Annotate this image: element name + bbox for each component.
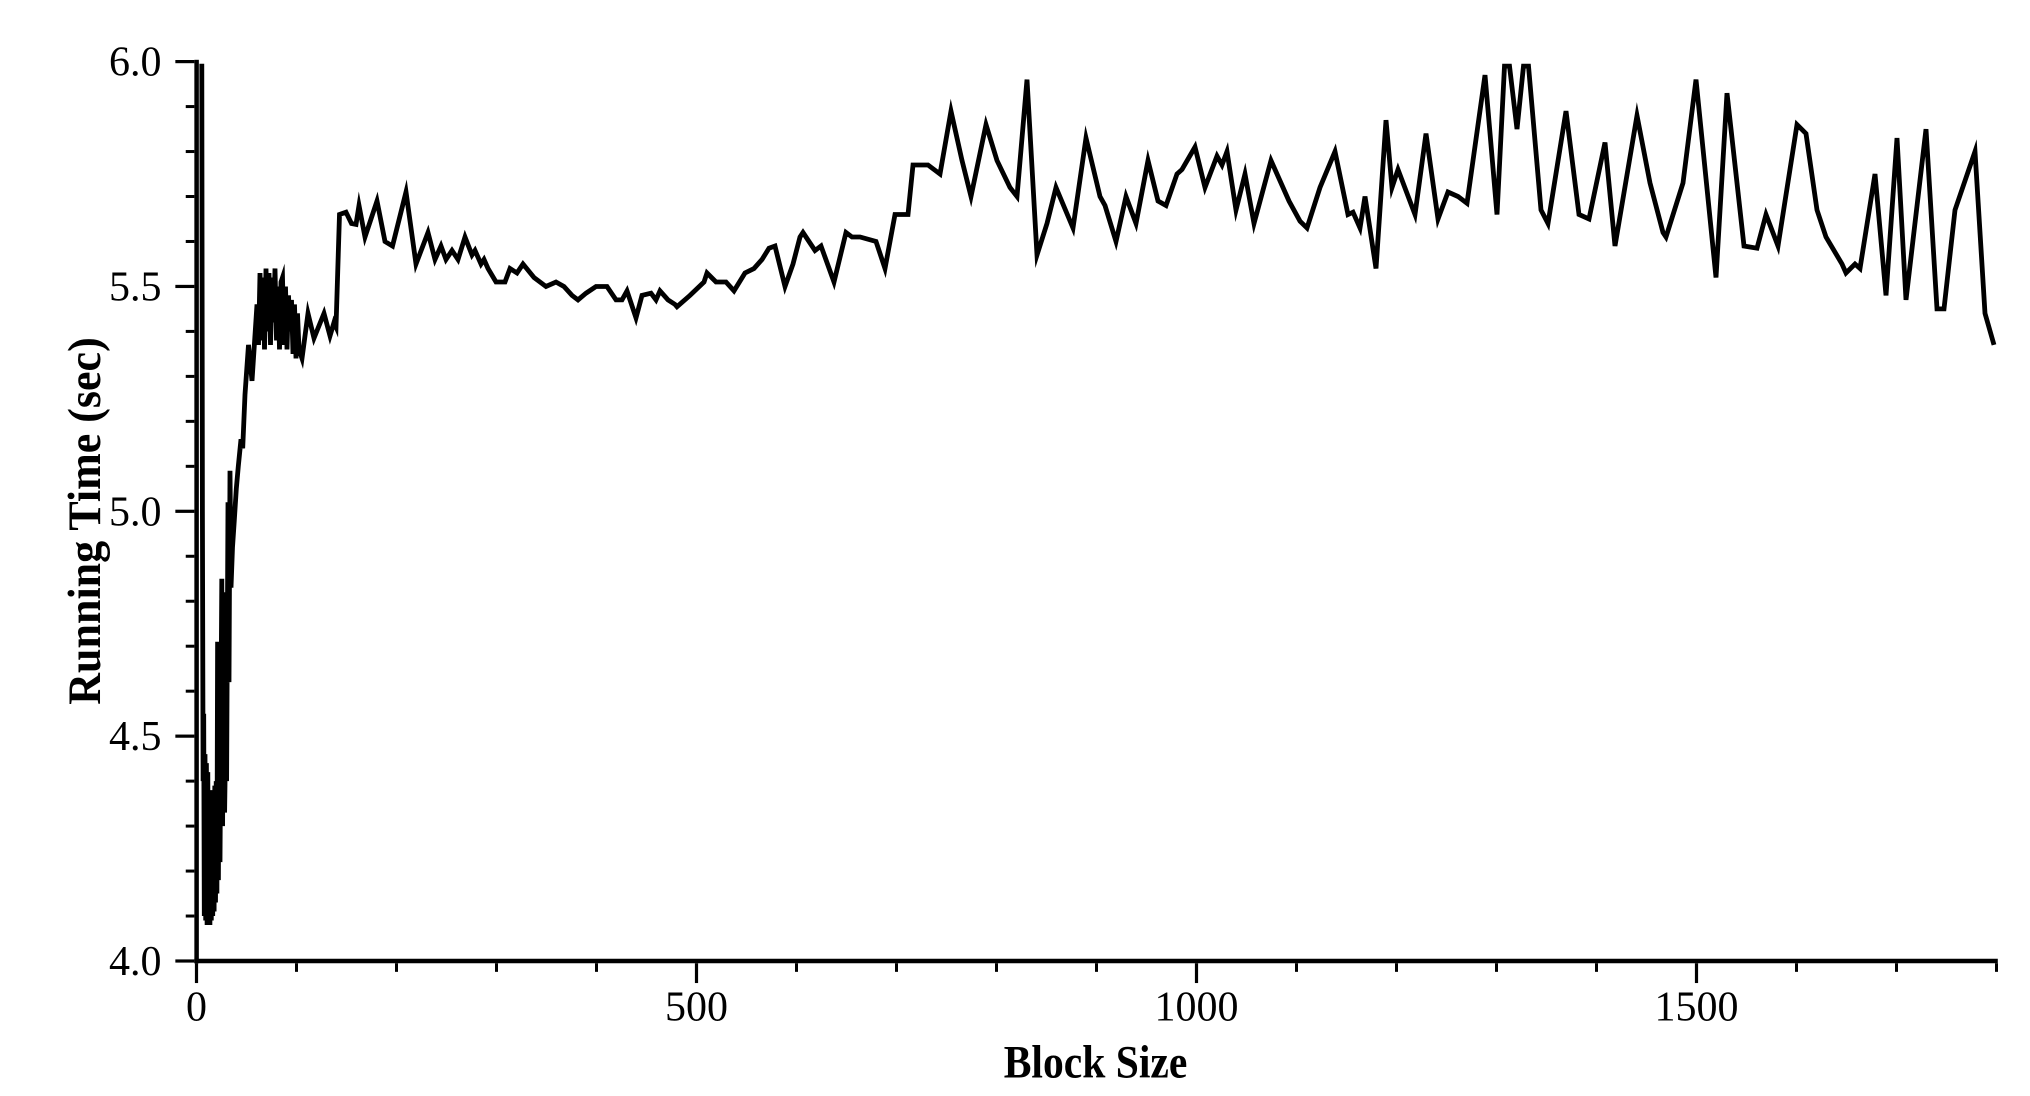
svg-text:4.5: 4.5 [109,714,162,760]
svg-text:Block Size: Block Size [1004,1035,1188,1088]
svg-text:1000: 1000 [1155,985,1239,1031]
svg-text:1500: 1500 [1655,985,1739,1031]
svg-text:500: 500 [665,985,728,1031]
svg-text:4.0: 4.0 [109,939,162,985]
svg-text:0: 0 [186,985,207,1031]
svg-text:6.0: 6.0 [109,40,162,86]
svg-text:5.0: 5.0 [109,489,162,535]
svg-text:Running Time (sec): Running Time (sec) [58,337,111,704]
svg-text:5.5: 5.5 [109,265,162,311]
